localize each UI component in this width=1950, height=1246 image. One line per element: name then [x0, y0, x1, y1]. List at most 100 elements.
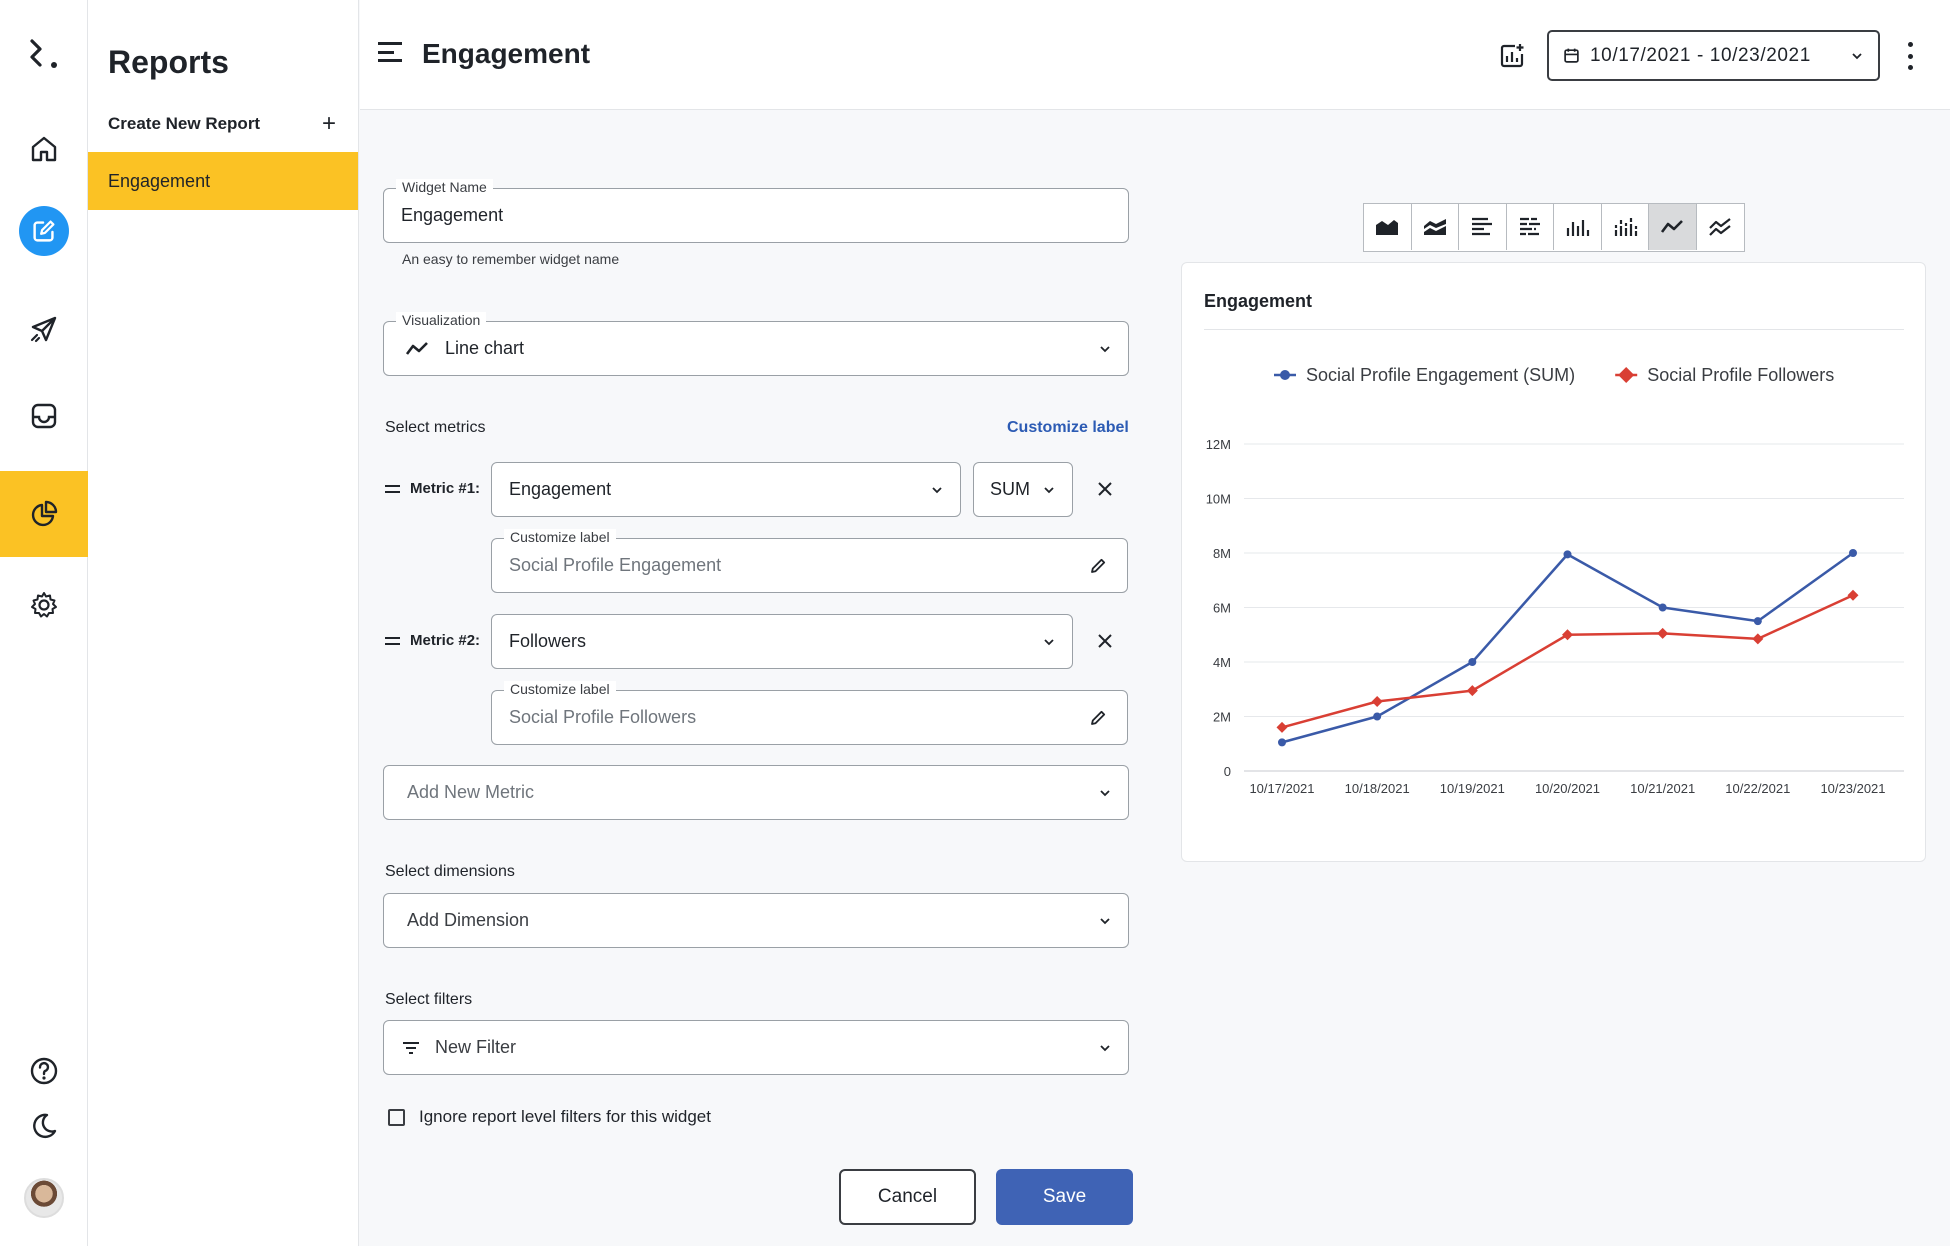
chevron-down-icon [1044, 486, 1054, 493]
stacked-bar-chart-icon[interactable] [1602, 204, 1649, 250]
logo-icon[interactable] [0, 28, 88, 80]
legend-label: Social Profile Engagement (SUM) [1306, 365, 1575, 385]
dimensions-section-label: Select dimensions [385, 863, 515, 880]
avatar-button[interactable] [0, 1175, 88, 1221]
data-point [1847, 589, 1859, 601]
data-point [1849, 549, 1857, 557]
gear-icon[interactable] [0, 582, 88, 628]
save-button[interactable]: Save [996, 1169, 1133, 1225]
data-point [1563, 550, 1572, 559]
metric-2-custom-label-field[interactable]: Customize label Social Profile Followers [491, 681, 1128, 745]
chevron-down-icon [1100, 345, 1110, 352]
chevron-down-icon [932, 486, 942, 493]
x-tick-label: 10/17/2021 [1249, 781, 1314, 796]
legend-marker [1280, 370, 1290, 380]
plus-icon[interactable]: + [321, 110, 336, 137]
bar-chart-icon[interactable] [1554, 204, 1602, 250]
y-tick-label: 0 [1224, 764, 1231, 779]
series-line [1281, 551, 1854, 744]
y-tick-label: 10M [1206, 492, 1231, 507]
metric-2-select[interactable]: Followers [491, 614, 1073, 669]
cancel-button[interactable]: Cancel [839, 1169, 976, 1225]
data-point [1753, 617, 1762, 626]
divider [1204, 329, 1904, 330]
home-icon[interactable] [0, 126, 88, 172]
send-icon[interactable] [0, 306, 88, 352]
visualization-select[interactable]: Visualization Line chart [383, 312, 1129, 376]
compose-button[interactable] [0, 205, 88, 257]
multi-line-chart-icon[interactable] [1697, 204, 1745, 250]
add-metric-select[interactable]: Add New Metric [383, 765, 1129, 820]
metric-1-select[interactable]: Engagement [491, 462, 961, 517]
data-point [1562, 629, 1573, 641]
widget-name-field[interactable]: Widget Name Engagement [383, 179, 1129, 243]
visualization-toolbar [1363, 203, 1745, 252]
date-range-value: 10/17/2021 - 10/23/2021 [1590, 44, 1811, 66]
date-range-picker[interactable]: 10/17/2021 - 10/23/2021 [1547, 30, 1880, 81]
line-chart: 0 2M 4M 6M 8M 10M 12M 10/17/2021 10/18/2021 10/19… [1206, 365, 1904, 796]
filters-section-label: Select filters [385, 991, 473, 1008]
pencil-icon[interactable] [1089, 557, 1107, 575]
line-chart-icon [405, 341, 428, 355]
x-tick-label: 10/18/2021 [1345, 781, 1410, 796]
drag-handle-icon[interactable] [385, 636, 400, 645]
data-point [1371, 696, 1383, 708]
remove-metric-1-icon[interactable] [1096, 480, 1114, 498]
add-metric-placeholder: Add New Metric [407, 782, 535, 802]
metric-1-value: Engagement [509, 479, 612, 499]
more-options-icon[interactable] [1906, 42, 1914, 70]
metric-1-aggregation-select[interactable]: SUM [973, 462, 1073, 517]
add-dimension-label: Add Dimension [407, 910, 530, 930]
add-widget-icon[interactable] [1498, 42, 1526, 70]
widget-name-helper: An easy to remember widget name [402, 251, 620, 267]
panel-title: Reports [108, 44, 229, 80]
x-tick-label: 10/21/2021 [1630, 781, 1695, 796]
metric-1-label-text: Metric #1: [410, 480, 481, 497]
stacked-horizontal-bar-chart-icon[interactable] [1507, 204, 1554, 250]
data-point [1658, 603, 1667, 612]
data-point [1468, 658, 1477, 666]
moon-icon[interactable] [0, 1103, 88, 1149]
y-tick-label: 2M [1213, 710, 1231, 725]
y-tick-label: 4M [1213, 655, 1231, 670]
chevron-down-icon [1100, 789, 1110, 796]
customize-label-link[interactable]: Customize label [1007, 419, 1129, 436]
data-point [1278, 738, 1286, 747]
help-icon[interactable] [0, 1048, 88, 1094]
stacked-area-chart-icon[interactable] [1412, 204, 1459, 250]
chart-card-title: Engagement [1204, 291, 1313, 311]
ignore-filters-checkbox[interactable] [388, 1108, 405, 1126]
new-filter-label: New Filter [435, 1037, 517, 1057]
page-title: Engagement [422, 38, 591, 69]
data-point [1466, 685, 1478, 697]
drag-handle-icon[interactable] [385, 484, 400, 493]
metric-1-custom-label-field[interactable]: Customize label Social Profile Engagemen… [491, 529, 1128, 593]
area-chart-icon[interactable] [1364, 204, 1412, 250]
chevron-down-icon [1044, 638, 1054, 645]
data-point [1752, 633, 1764, 645]
reports-nav[interactable] [0, 471, 88, 557]
remove-metric-2-icon[interactable] [1096, 632, 1114, 650]
pencil-icon[interactable] [1089, 709, 1107, 727]
chevron-down-icon [1852, 52, 1862, 59]
reports-panel: Reports Create New Report + Engagement [88, 0, 359, 1246]
metric-2-value: Followers [509, 631, 587, 651]
data-point [1276, 721, 1288, 733]
metric-1-custom-label-title: Customize label [504, 529, 616, 545]
new-filter-select[interactable]: New Filter [383, 1020, 1129, 1075]
create-report-row[interactable]: Create New Report + [108, 110, 336, 138]
x-tick-label: 10/19/2021 [1440, 781, 1505, 796]
menu-icon[interactable] [378, 42, 402, 62]
calendar-icon [1564, 48, 1579, 63]
add-dimension-select[interactable]: Add Dimension [383, 893, 1129, 948]
inbox-icon[interactable] [0, 393, 88, 439]
horizontal-bar-chart-icon[interactable] [1459, 204, 1507, 250]
avatar [24, 1178, 64, 1218]
report-item-engagement[interactable]: Engagement [88, 152, 358, 210]
icon-rail [0, 0, 88, 1246]
metrics-section-label: Select metrics [385, 419, 486, 436]
line-chart-icon[interactable] [1649, 204, 1697, 250]
data-point [1657, 627, 1669, 639]
metric-2-custom-label-title: Customize label [504, 681, 616, 697]
ignore-filters-row[interactable]: Ignore report level filters for this wid… [388, 1107, 711, 1127]
